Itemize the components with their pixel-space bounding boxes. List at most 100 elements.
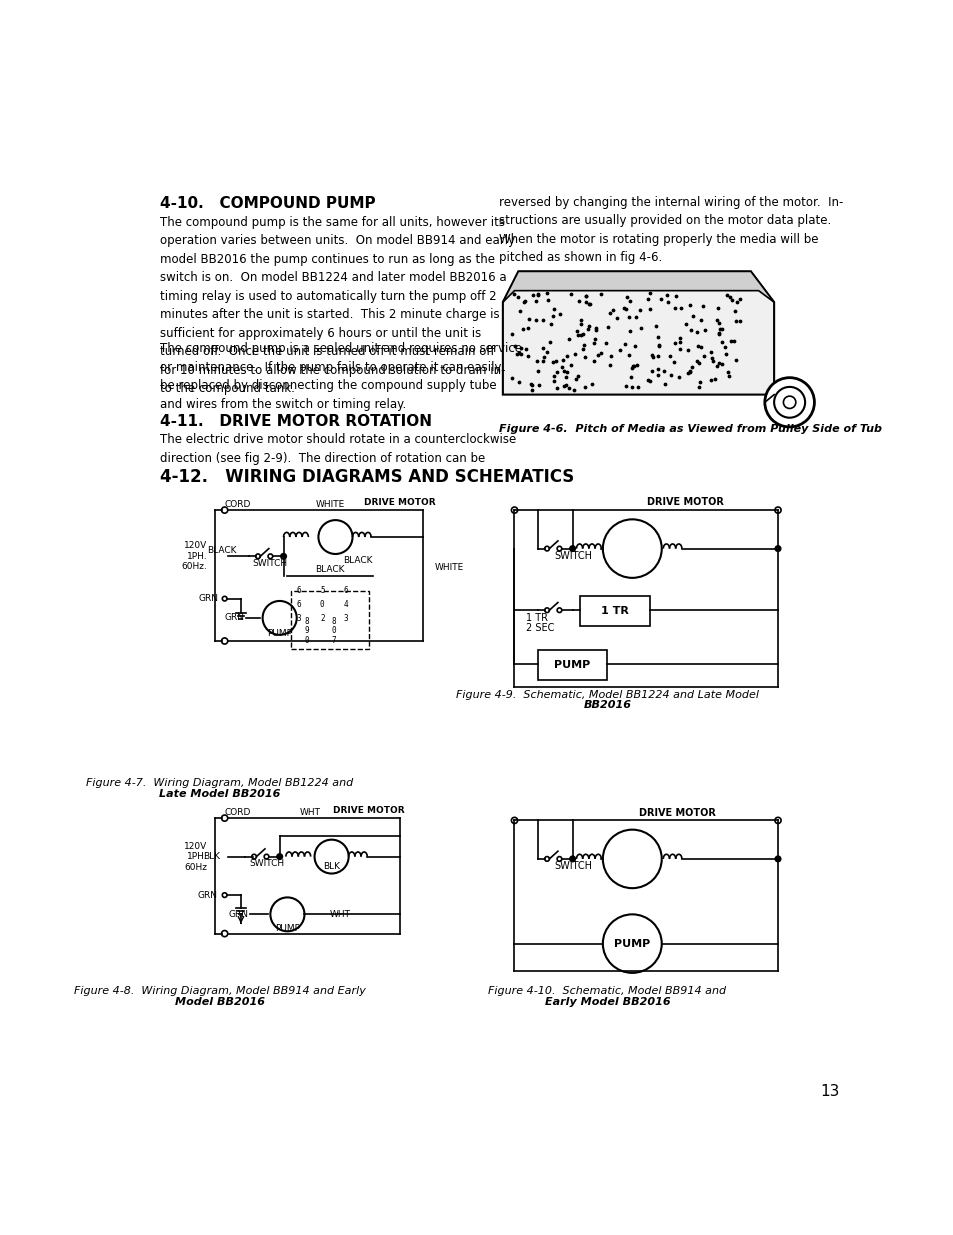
Polygon shape: [502, 272, 773, 395]
Point: [552, 304, 567, 324]
Point: [538, 283, 554, 303]
Point: [706, 369, 721, 389]
Point: [722, 331, 738, 351]
Text: 2: 2: [319, 614, 324, 624]
Point: [530, 284, 545, 304]
Text: BLACK: BLACK: [343, 556, 373, 564]
Point: [623, 378, 639, 398]
Point: [546, 372, 561, 391]
Point: [705, 351, 720, 370]
Point: [731, 289, 746, 309]
Text: The compound pump is the same for all units, however its
operation varies betwee: The compound pump is the same for all un…: [159, 216, 514, 395]
Text: 5: 5: [319, 587, 324, 595]
Text: 8: 8: [304, 618, 309, 626]
Text: 3: 3: [343, 614, 348, 624]
Point: [504, 324, 519, 343]
Point: [593, 343, 608, 363]
Point: [573, 325, 588, 345]
Point: [511, 373, 526, 393]
Text: Early Model BB2016: Early Model BB2016: [544, 997, 670, 1007]
Point: [714, 319, 729, 338]
Point: [578, 285, 593, 305]
Point: [726, 331, 741, 351]
Text: BLK: BLK: [323, 862, 339, 871]
Point: [579, 320, 595, 340]
Text: 120V
1PH.
60Hz.: 120V 1PH. 60Hz.: [181, 541, 208, 572]
Text: 120V
1PH.
60Hz: 120V 1PH. 60Hz: [184, 842, 208, 872]
Point: [590, 346, 605, 366]
Point: [713, 354, 728, 374]
Point: [641, 299, 657, 319]
Circle shape: [764, 378, 814, 427]
Point: [641, 370, 657, 390]
Point: [692, 310, 707, 330]
Point: [529, 351, 544, 370]
Point: [577, 347, 592, 367]
Point: [720, 367, 736, 387]
Point: [657, 374, 672, 394]
Point: [710, 298, 725, 317]
Point: [681, 362, 697, 382]
Text: SWITCH: SWITCH: [253, 558, 288, 568]
Point: [519, 346, 535, 366]
Point: [554, 357, 569, 377]
Point: [536, 351, 551, 370]
Text: Model BB2016: Model BB2016: [174, 997, 265, 1007]
Circle shape: [280, 553, 286, 559]
Point: [666, 352, 681, 372]
Text: 7: 7: [332, 636, 335, 645]
Point: [523, 375, 538, 395]
Point: [643, 361, 659, 380]
Circle shape: [569, 856, 575, 862]
Point: [562, 284, 578, 304]
Point: [524, 380, 539, 400]
Point: [728, 351, 743, 370]
Text: 4-10.   COMPOUND PUMP: 4-10. COMPOUND PUMP: [159, 196, 375, 211]
Point: [618, 377, 633, 396]
Point: [608, 309, 623, 329]
Text: CORD: CORD: [224, 500, 251, 509]
Point: [517, 340, 533, 359]
Text: The compound pump is a sealed unit and requires no service
or maintenance.  If t: The compound pump is a sealed unit and r…: [159, 342, 521, 411]
Text: SWITCH: SWITCH: [249, 860, 284, 868]
Point: [587, 329, 602, 348]
Point: [711, 325, 726, 345]
Point: [628, 308, 643, 327]
Text: 0: 0: [332, 626, 335, 636]
Text: 9: 9: [304, 626, 309, 636]
Point: [693, 337, 708, 357]
Point: [523, 374, 538, 394]
Point: [721, 287, 737, 306]
Text: DRIVE MOTOR: DRIVE MOTOR: [639, 808, 715, 818]
Text: SWITCH: SWITCH: [555, 861, 592, 871]
Text: CORD: CORD: [224, 808, 251, 818]
Point: [640, 370, 656, 390]
Point: [511, 343, 526, 363]
Point: [528, 310, 543, 330]
Point: [719, 285, 734, 305]
Point: [545, 352, 560, 372]
Point: [581, 294, 597, 314]
Point: [681, 361, 697, 380]
Point: [644, 347, 659, 367]
Text: 0: 0: [319, 600, 324, 609]
Point: [685, 306, 700, 326]
Point: [689, 322, 704, 342]
Point: [623, 367, 639, 387]
Text: Figure 4-8.  Wiring Diagram, Model BB914 and Early: Figure 4-8. Wiring Diagram, Model BB914 …: [74, 986, 366, 995]
Point: [545, 367, 560, 387]
Text: WHITE: WHITE: [315, 500, 344, 509]
Point: [512, 301, 527, 321]
Point: [672, 332, 687, 352]
Point: [578, 287, 593, 306]
Point: [570, 326, 585, 346]
Point: [720, 363, 736, 383]
Text: 13: 13: [820, 1084, 840, 1099]
Point: [558, 367, 574, 387]
Text: BLK: BLK: [203, 852, 220, 861]
Point: [625, 356, 640, 375]
Point: [668, 287, 683, 306]
Text: BLACK: BLACK: [208, 546, 236, 556]
Point: [647, 316, 662, 336]
Point: [659, 285, 674, 305]
